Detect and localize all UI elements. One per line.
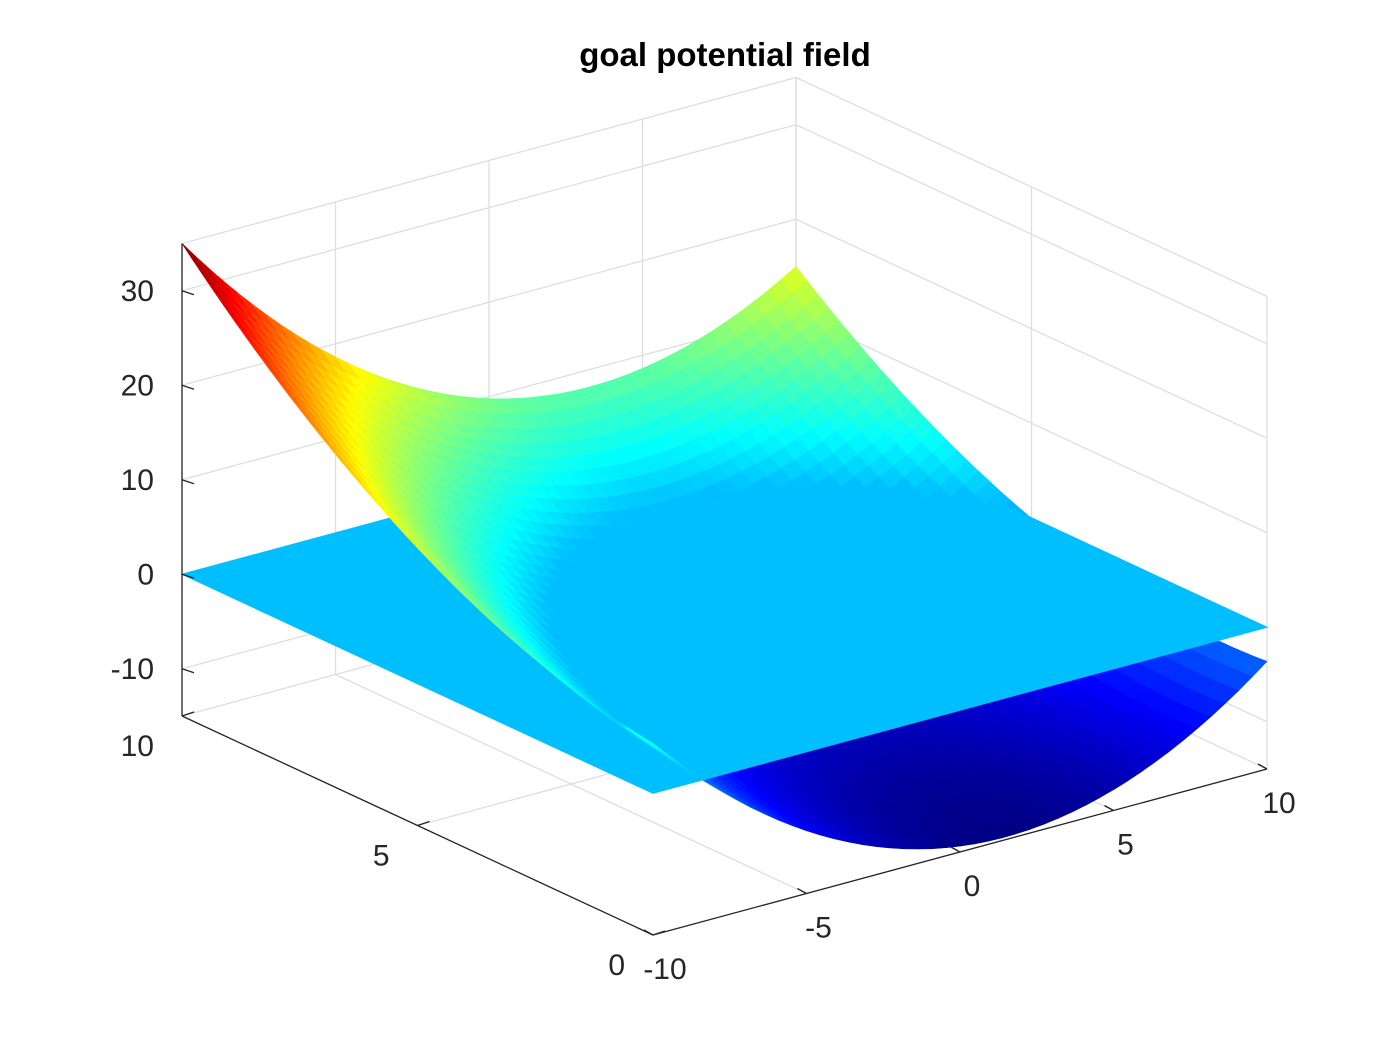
z-tick <box>181 384 195 390</box>
z-tick-label: -10 <box>111 653 154 686</box>
surface-above-plane <box>181 243 1000 775</box>
tick-labels: -10 0 10 20 30 0 5 10 -10 -5 0 5 10 <box>111 275 1296 986</box>
x-tick <box>1257 763 1268 770</box>
surface-patch <box>181 243 207 274</box>
x-tick-label: 10 <box>1262 787 1295 820</box>
y-tick <box>417 820 430 827</box>
x-tick-label: -10 <box>643 953 686 986</box>
y-tick-label: 10 <box>121 730 154 763</box>
z-tick <box>181 479 195 485</box>
x-tick <box>797 887 807 895</box>
y-tick-label: 5 <box>373 840 390 873</box>
z-tick <box>181 668 195 674</box>
x-tick <box>1104 804 1114 812</box>
x-tick-label: 0 <box>964 870 981 903</box>
z-tick <box>181 573 195 579</box>
y-tick <box>652 930 666 936</box>
z-tick-label: 30 <box>121 275 154 308</box>
x-tick <box>643 929 654 936</box>
x-tick-label: -5 <box>805 912 832 945</box>
axes <box>181 243 1268 936</box>
zero-plane <box>180 243 1269 794</box>
x-tick-label: 5 <box>1117 829 1134 862</box>
x-tick <box>950 846 961 853</box>
z-tick <box>181 290 195 296</box>
surface-patch <box>1241 656 1268 677</box>
z-tick-label: 10 <box>121 464 154 497</box>
y-tick-label: 0 <box>608 949 625 982</box>
z-tick-label: 20 <box>121 369 154 402</box>
chart-title: goal potential field <box>579 36 871 73</box>
z-tick-label: 0 <box>137 558 154 591</box>
surface-patch <box>781 266 808 294</box>
y-tick <box>181 711 195 717</box>
